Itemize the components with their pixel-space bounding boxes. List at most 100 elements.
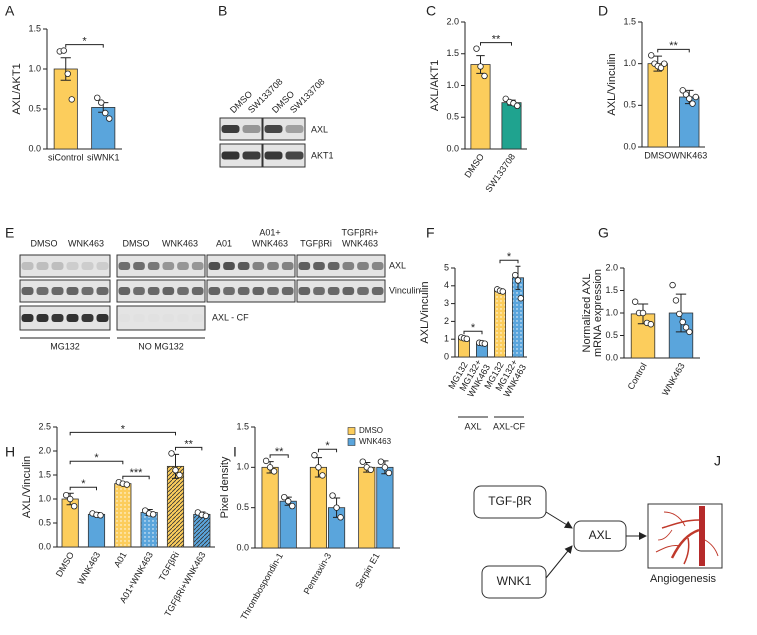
data-point (377, 458, 385, 465)
data-point (661, 60, 668, 67)
data-point (512, 271, 519, 279)
blot-band (221, 151, 240, 160)
blot-band (66, 314, 79, 322)
y-tick-label: 2.5 (38, 421, 51, 431)
blot-band (267, 262, 279, 270)
lane-label: TGFβRi+ (342, 227, 379, 237)
data-point (679, 318, 686, 326)
x-tick-label: WNK463 (76, 550, 103, 586)
legend-label: DMSO (359, 426, 383, 435)
lane-label: WNK463 (162, 238, 198, 248)
group-label: AXL-CF (493, 421, 526, 431)
panel-letter: E (5, 225, 14, 241)
data-point (60, 47, 67, 54)
y-tick-label: 3 (444, 298, 449, 308)
x-tick-label-group: Control (626, 361, 649, 391)
y-axis-label: AXL/AKT1 (11, 63, 23, 114)
blot-band (298, 287, 311, 295)
y-tick-label: 1.5 (623, 16, 636, 26)
y-tick-label: 4 (444, 280, 449, 290)
data-point (106, 115, 113, 122)
data-point (359, 458, 366, 465)
blot-image (219, 117, 306, 168)
blot-band (267, 287, 279, 295)
significance-label: * (121, 423, 126, 435)
blot-frame (19, 279, 111, 303)
significance-label: ** (275, 446, 284, 458)
lane-label: WNK463 (252, 238, 288, 248)
chart: G 0.0 0.5 1.0 1.5 2.0 Normalized AXL mRNA expre… (581, 225, 700, 397)
blot-band (191, 287, 204, 295)
blot-band (264, 125, 283, 133)
data-point (311, 452, 318, 459)
diagram-j: J TGF-βR WNK1 AXL Angiogenesis (473, 453, 723, 599)
blot-band (66, 262, 79, 270)
blot-band (118, 287, 131, 295)
significance-bracket (69, 431, 176, 436)
node-label: TGF-βR (488, 494, 532, 508)
y-tick-label: 0.5 (28, 103, 41, 113)
blot-band (133, 287, 145, 295)
legend-label: WNK463 (359, 437, 392, 446)
row-label: Vinculin (389, 285, 420, 295)
data-point (514, 102, 521, 110)
y-tick-label: 5 (444, 262, 449, 272)
node-box (473, 485, 547, 519)
blot-band (264, 151, 283, 160)
lane-label: WNK463 (342, 238, 378, 248)
blot-band (118, 262, 131, 270)
significance-bracket (657, 48, 690, 53)
x-tick-label: Serpin E1 (353, 551, 381, 590)
data-point (477, 63, 484, 70)
blot-band (147, 314, 160, 322)
blot-band (51, 262, 64, 270)
panel-letter: A (5, 3, 15, 19)
y-tick-label: 2.0 (446, 16, 459, 26)
data-point (315, 464, 322, 471)
lane-label: TGFβRi (300, 238, 332, 248)
blot-band (327, 262, 340, 270)
significance-label: ** (184, 438, 193, 450)
x-tick-label: WNK463 (660, 361, 687, 397)
x-tick-label-group: A01 (112, 550, 129, 569)
node-label: AXL (589, 528, 612, 542)
data-point (657, 64, 665, 72)
node-label: WNK1 (497, 574, 532, 588)
significance-bracket (499, 259, 519, 264)
blot-band (51, 287, 64, 295)
x-tick-label: SW133708 (483, 152, 517, 194)
data-point (172, 467, 179, 474)
x-tick-label: DMSO (644, 150, 671, 160)
bar (647, 63, 668, 148)
data-point (123, 481, 131, 488)
data-point (281, 493, 288, 501)
lane-label: A01+ (259, 227, 280, 237)
arrow (545, 545, 573, 579)
bar (53, 68, 78, 150)
error-bar (60, 57, 71, 81)
data-point (473, 45, 480, 52)
data-point (631, 298, 639, 305)
blot-band (133, 262, 145, 270)
x-tick-label: WNK463 (671, 150, 707, 160)
panel-letter: I (233, 444, 237, 460)
significance-label: * (471, 322, 476, 334)
data-point (176, 471, 183, 479)
bar (87, 513, 106, 548)
significance-label: * (81, 478, 86, 490)
blot-band (36, 314, 49, 322)
y-tick-label: 1.0 (236, 462, 249, 472)
legend-swatch (347, 427, 356, 435)
data-point (319, 472, 326, 479)
blot-band (342, 262, 355, 270)
y-tick-label: 0.5 (605, 330, 618, 340)
y-tick-label: 1 (444, 334, 449, 344)
blot-b: B DMSO SW133708 DMSO SW133708 AXL AKT1 (218, 3, 334, 168)
y-tick-label: 1.5 (28, 23, 41, 33)
panel-letter: J (714, 453, 721, 469)
blot-band (36, 262, 49, 270)
significance-label: ** (669, 40, 678, 52)
panel-letter: H (5, 444, 15, 460)
blot-band (21, 314, 34, 322)
x-tick-label-group: Pentraxin-3 (302, 551, 334, 596)
